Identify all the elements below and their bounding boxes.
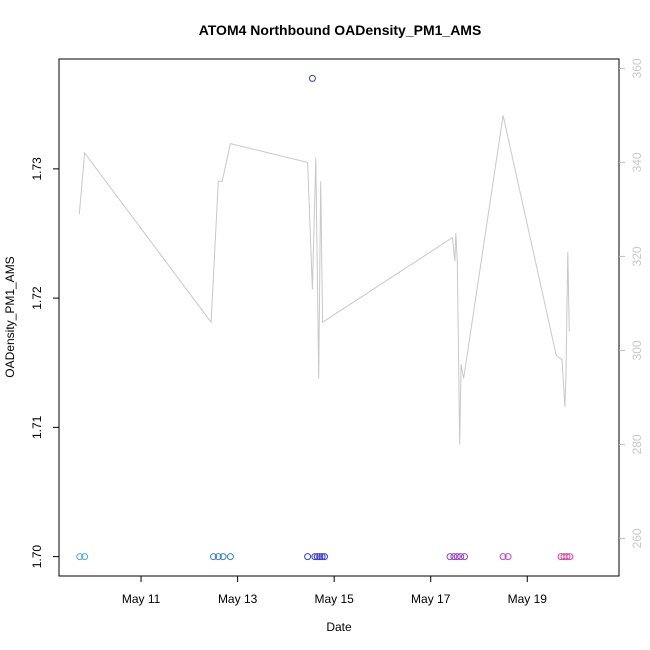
data-point-9 [316, 553, 324, 561]
data-point-7 [311, 553, 319, 561]
line-series-path [78, 115, 570, 445]
data-point-11 [321, 553, 328, 561]
data-point-22 [563, 553, 571, 561]
line-series [78, 115, 570, 445]
x-tick-label-2: May 15 [314, 592, 354, 606]
data-point-13 [446, 553, 454, 561]
x-axis: May 11 May 13 May 15 May 17 May 19 [122, 576, 547, 606]
x-tick-label-0: May 11 [122, 592, 161, 606]
y-tick-label-3: 1.73 [30, 157, 44, 181]
x-tick-label-4: May 19 [508, 592, 548, 606]
data-point-14 [450, 553, 458, 561]
y2-tick-label-1: 280 [630, 434, 644, 454]
y2-tick-label-5: 360 [630, 58, 644, 78]
y-tick-label-0: 1.70 [30, 545, 44, 569]
data-point-12 [308, 74, 316, 82]
y2-tick-label-2: 300 [630, 340, 644, 360]
chart-title: ATOM4 Northbound OADensity_PM1_AMS [199, 22, 482, 38]
data-point-23 [566, 553, 574, 561]
data-point-16 [457, 553, 465, 561]
data-point-3 [214, 553, 222, 561]
data-point-4 [219, 553, 227, 561]
y-tick-label-1: 1.71 [30, 415, 44, 439]
plot-frame [58, 58, 620, 577]
y-axis-label: OADensity_PM1_AMS [3, 256, 17, 377]
x-tick-label-3: May 17 [411, 592, 451, 606]
data-point-1 [81, 553, 89, 561]
y-axis: 1.70 1.71 1.72 1.73 [30, 157, 59, 568]
data-point-2 [210, 553, 217, 561]
x-axis-label: Date [326, 620, 352, 634]
y2-tick-label-4: 340 [630, 152, 644, 172]
scatter-series [76, 74, 574, 561]
data-point-10 [318, 553, 326, 561]
data-point-17 [461, 553, 468, 561]
data-point-6 [304, 553, 312, 561]
data-point-0 [76, 553, 84, 561]
data-point-19 [504, 553, 512, 561]
y2-tick-label-0: 260 [630, 528, 644, 548]
y-tick-label-2: 1.72 [30, 286, 44, 310]
y2-axis: 260 280 300 320 340 360 [619, 58, 644, 548]
y2-tick-label-3: 320 [630, 246, 644, 266]
data-point-8 [313, 553, 321, 561]
data-point-15 [453, 553, 461, 561]
data-point-5 [226, 553, 234, 561]
x-tick-label-1: May 13 [218, 592, 258, 606]
data-point-18 [499, 553, 507, 561]
